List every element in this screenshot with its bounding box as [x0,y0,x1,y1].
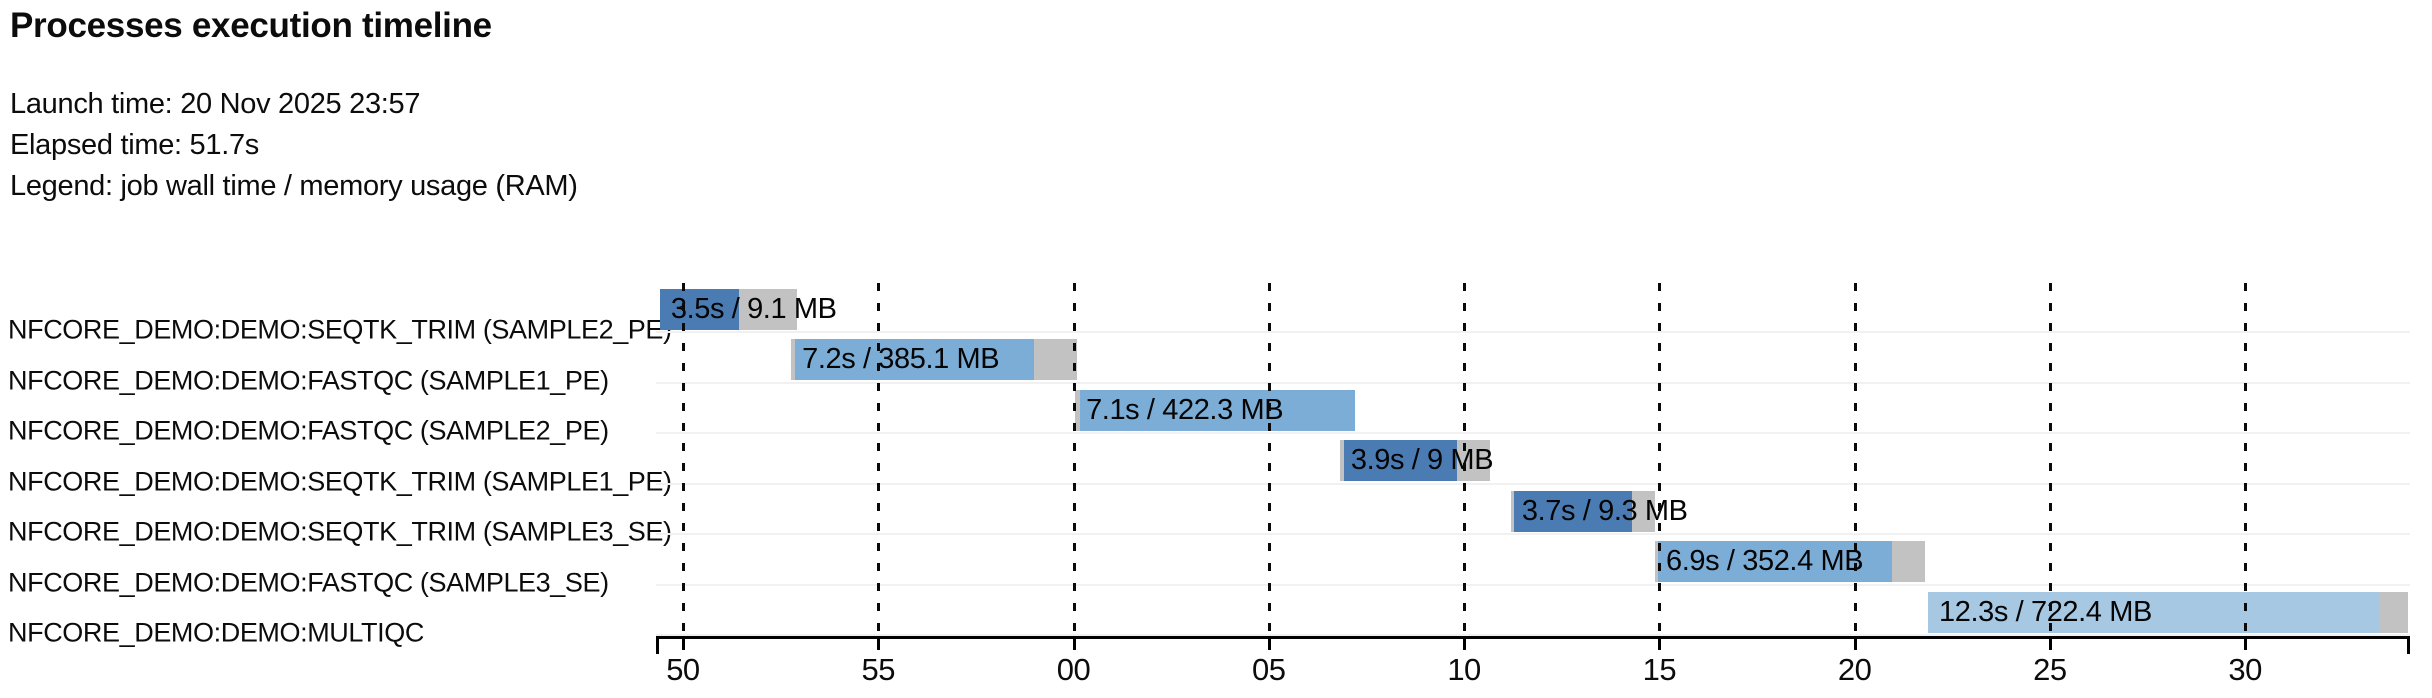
gridline [2244,283,2248,636]
process-label: NFCORE_DEMO:DEMO:FASTQC (SAMPLE2_PE) [8,415,609,446]
gridline [1463,283,1467,636]
axis-tick [2244,639,2248,650]
axis-tick-label: 00 [1056,652,1091,687]
task-overhead-segment [2379,591,2409,633]
task-overhead-segment [1655,541,1659,583]
axis-tick [2048,639,2052,650]
task-overhead-segment [791,339,796,381]
axis-tick-label: 05 [1252,652,1286,687]
task-bar-label: 3.7s / 9.3 MB [1521,494,1688,527]
task-overhead-segment [1034,339,1077,381]
run-metadata: Launch time: 20 Nov 2025 23:57 Elapsed t… [10,84,578,207]
process-label: NFCORE_DEMO:DEMO:FASTQC (SAMPLE1_PE) [8,365,609,396]
task-bar-segment [1928,591,2380,633]
process-label: NFCORE_DEMO:DEMO:FASTQC (SAMPLE3_SE) [8,567,609,598]
row-separator [656,432,2410,435]
task-bar-segment [795,339,1035,381]
gridline [877,283,881,636]
task-bar-label: 6.9s / 352.4 MB [1666,545,1864,578]
task-bar-label: 7.2s / 385.1 MB [802,343,1000,376]
process-label: NFCORE_DEMO:DEMO:SEQTK_TRIM (SAMPLE1_PE) [8,466,672,497]
task-bar-label: 3.5s / 9.1 MB [670,293,837,325]
task-bar-label: 12.3s / 722.4 MB [1939,595,2152,628]
task-overhead-segment [1339,440,1345,482]
axis-tick-label: 10 [1447,652,1481,687]
gridline [681,283,685,636]
page-title: Processes execution timeline [10,6,492,45]
row-separator [656,331,2410,334]
gridline [1072,283,1076,636]
axis-tick [1853,639,1857,650]
gridline [2048,283,2052,636]
task-bar-label: 3.9s / 9 MB [1350,444,1494,477]
gridline [1267,283,1271,636]
task-bar-segment [659,289,740,330]
task-overhead-segment [1632,490,1656,532]
axis-endcap-right [2407,639,2410,654]
task-bar-segment [1514,490,1632,532]
axis-tick-label: 15 [1642,652,1677,687]
gridline [1853,283,1857,636]
legend-text: Legend: job wall time / memory usage (RA… [10,170,578,202]
task-bar-segment [1658,541,1893,583]
axis-tick-label: 55 [861,652,895,687]
row-separator [656,533,2410,536]
axis-tick-label: 30 [2228,652,2262,687]
row-separator [656,482,2410,485]
axis-tick-label: 50 [666,652,700,687]
launch-time-text: Launch time: 20 Nov 2025 23:57 [10,88,421,120]
process-label: NFCORE_DEMO:DEMO:SEQTK_TRIM (SAMPLE2_PE) [8,314,672,345]
axis-tick [681,639,685,650]
task-overhead-segment [1457,440,1491,482]
axis-tick-label: 20 [1837,652,1872,687]
axis-tick [1463,639,1467,650]
process-label: NFCORE_DEMO:DEMO:MULTIQC [8,617,424,648]
task-bar-segment [1080,389,1356,431]
task-overhead-segment [1892,541,1926,583]
axis-tick [877,639,881,650]
time-axis: 50 55 00 05 10 15 20 25 30 [656,636,2410,698]
elapsed-time-text: Elapsed time: 51.7s [10,129,259,161]
task-overhead-segment [1510,490,1515,532]
gridline [1658,283,1662,636]
process-label: NFCORE_DEMO:DEMO:SEQTK_TRIM (SAMPLE3_SE) [8,516,672,547]
timeline-plot: 3.5s / 9.1 MB 7.2s / 385.1 MB 7.1s / 422.3… [656,283,2410,639]
axis-tick [1267,639,1271,650]
axis-tick-label: 25 [2033,652,2067,687]
row-separator [656,381,2410,384]
row-separator [656,634,2410,636]
axis-endcap-left [656,639,659,654]
task-overhead-segment [1075,389,1081,431]
axis-tick [1658,639,1662,650]
task-bar-segment [1344,440,1458,482]
row-separator [656,583,2410,586]
task-bar-label: 7.1s / 422.3 MB [1086,393,1284,426]
axis-tick [1072,639,1076,650]
task-overhead-segment [739,289,797,330]
